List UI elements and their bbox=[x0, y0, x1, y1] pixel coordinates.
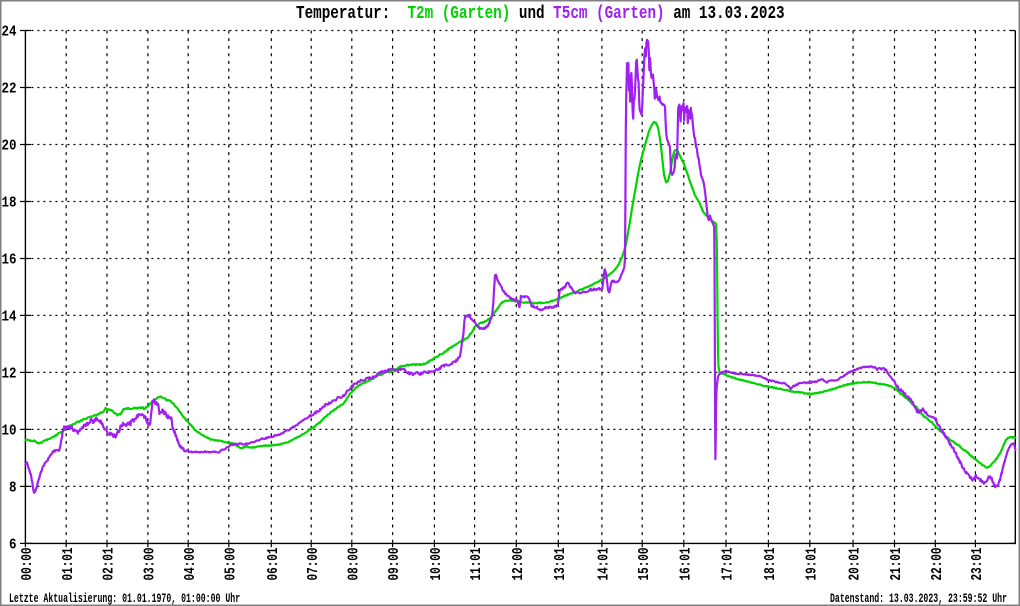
svg-text:10: 10 bbox=[2, 424, 17, 440]
svg-text:10:00: 10:00 bbox=[428, 548, 445, 581]
svg-text:22:00: 22:00 bbox=[929, 548, 946, 581]
svg-text:01:01: 01:01 bbox=[59, 547, 76, 580]
svg-text:07:00: 07:00 bbox=[304, 548, 321, 581]
svg-text:18:01: 18:01 bbox=[762, 547, 779, 580]
svg-text:04:00: 04:00 bbox=[181, 548, 198, 581]
svg-text:Temperatur: T2m (Garten) und: Temperatur: T2m (Garten) und T5cm (Garte… bbox=[296, 2, 785, 23]
svg-text:12:00: 12:00 bbox=[510, 548, 527, 581]
svg-text:02:01: 02:01 bbox=[100, 547, 117, 580]
svg-text:16: 16 bbox=[2, 253, 17, 269]
svg-text:15:00: 15:00 bbox=[635, 548, 652, 581]
svg-text:8: 8 bbox=[9, 481, 17, 497]
svg-text:Letzte Aktualisierung: 01.01.1: Letzte Aktualisierung: 01.01.1970, 01:00… bbox=[9, 592, 240, 606]
svg-text:21:01: 21:01 bbox=[888, 547, 905, 580]
svg-text:6: 6 bbox=[9, 538, 17, 554]
svg-text:Datenstand: 13.03.2023, 23:59:: Datenstand: 13.03.2023, 23:59:52 Uhr bbox=[830, 592, 1007, 606]
svg-text:22: 22 bbox=[2, 82, 17, 98]
svg-text:18: 18 bbox=[2, 196, 17, 212]
svg-text:12: 12 bbox=[2, 367, 17, 383]
svg-text:14:01: 14:01 bbox=[595, 547, 612, 580]
svg-text:00:00: 00:00 bbox=[19, 548, 36, 581]
svg-text:05:00: 05:00 bbox=[222, 548, 239, 581]
svg-text:14: 14 bbox=[2, 310, 17, 326]
svg-text:20: 20 bbox=[2, 139, 17, 155]
svg-text:08:00: 08:00 bbox=[345, 548, 362, 581]
svg-text:13:01: 13:01 bbox=[552, 547, 569, 580]
svg-text:03:00: 03:00 bbox=[141, 548, 158, 581]
svg-text:20:01: 20:01 bbox=[846, 547, 863, 580]
svg-text:23:01: 23:01 bbox=[969, 547, 986, 580]
svg-text:17:01: 17:01 bbox=[719, 547, 736, 580]
svg-text:24: 24 bbox=[2, 25, 17, 41]
svg-text:16:01: 16:01 bbox=[677, 547, 694, 580]
svg-text:06:01: 06:01 bbox=[265, 547, 282, 580]
svg-text:11:01: 11:01 bbox=[468, 547, 485, 580]
svg-text:09:00: 09:00 bbox=[386, 548, 403, 581]
svg-text:19:01: 19:01 bbox=[803, 547, 820, 580]
